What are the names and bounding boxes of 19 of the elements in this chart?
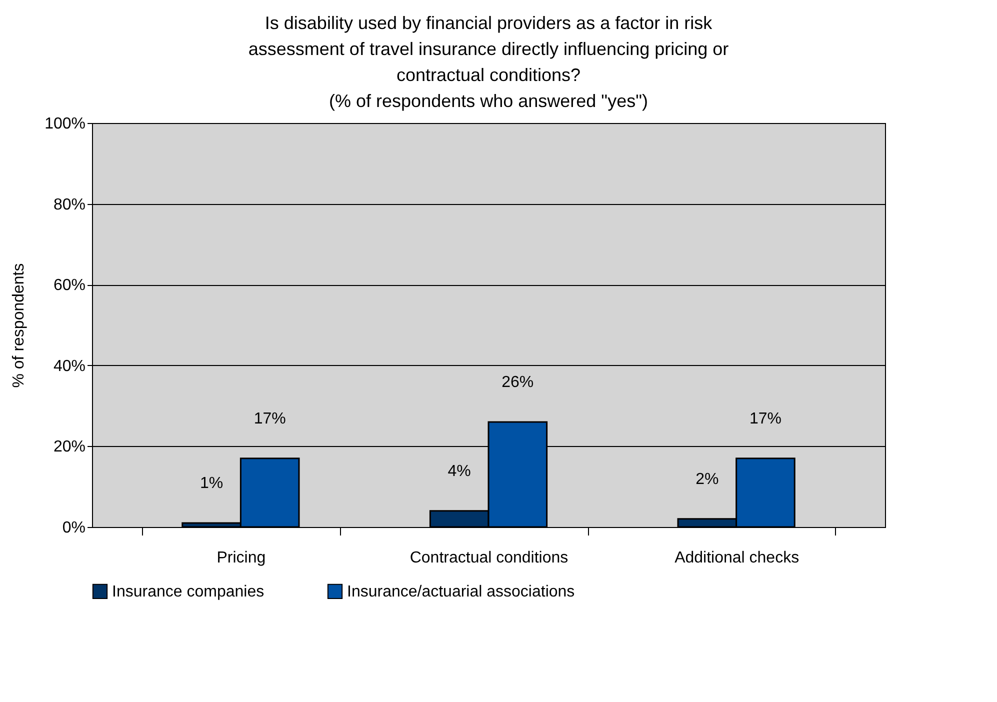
data-label: 26% (502, 374, 534, 391)
y-axis-title: % of respondents (10, 263, 28, 388)
chart-title: Is disability used by financial providers as a factor in risk assessment of travel insurance directly influencing pricing or contractual conditions? (% of respondents who answered "yes") (248, 13, 729, 111)
x-tick-label: Contractual conditions (410, 550, 568, 566)
y-tick-label: 100% (44, 116, 86, 132)
y-tick-label: 60% (53, 277, 86, 294)
data-label: 17% (749, 410, 782, 428)
data-label: 4% (448, 462, 471, 480)
y-tick-label: 0% (62, 520, 86, 536)
legend-label: Insurance companies (112, 583, 264, 600)
data-label: 2% (696, 470, 719, 488)
data-label: 1% (200, 474, 224, 492)
x-tick-label: Additional checks (674, 550, 800, 566)
x-tick-label: Pricing (216, 550, 266, 566)
y-tick-label: 40% (53, 358, 86, 375)
y-tick-label: 20% (53, 438, 86, 456)
legend-label: Insurance/actuarial associations (347, 583, 575, 600)
data-label: 17% (254, 410, 286, 428)
y-tick-label: 80% (53, 196, 86, 214)
